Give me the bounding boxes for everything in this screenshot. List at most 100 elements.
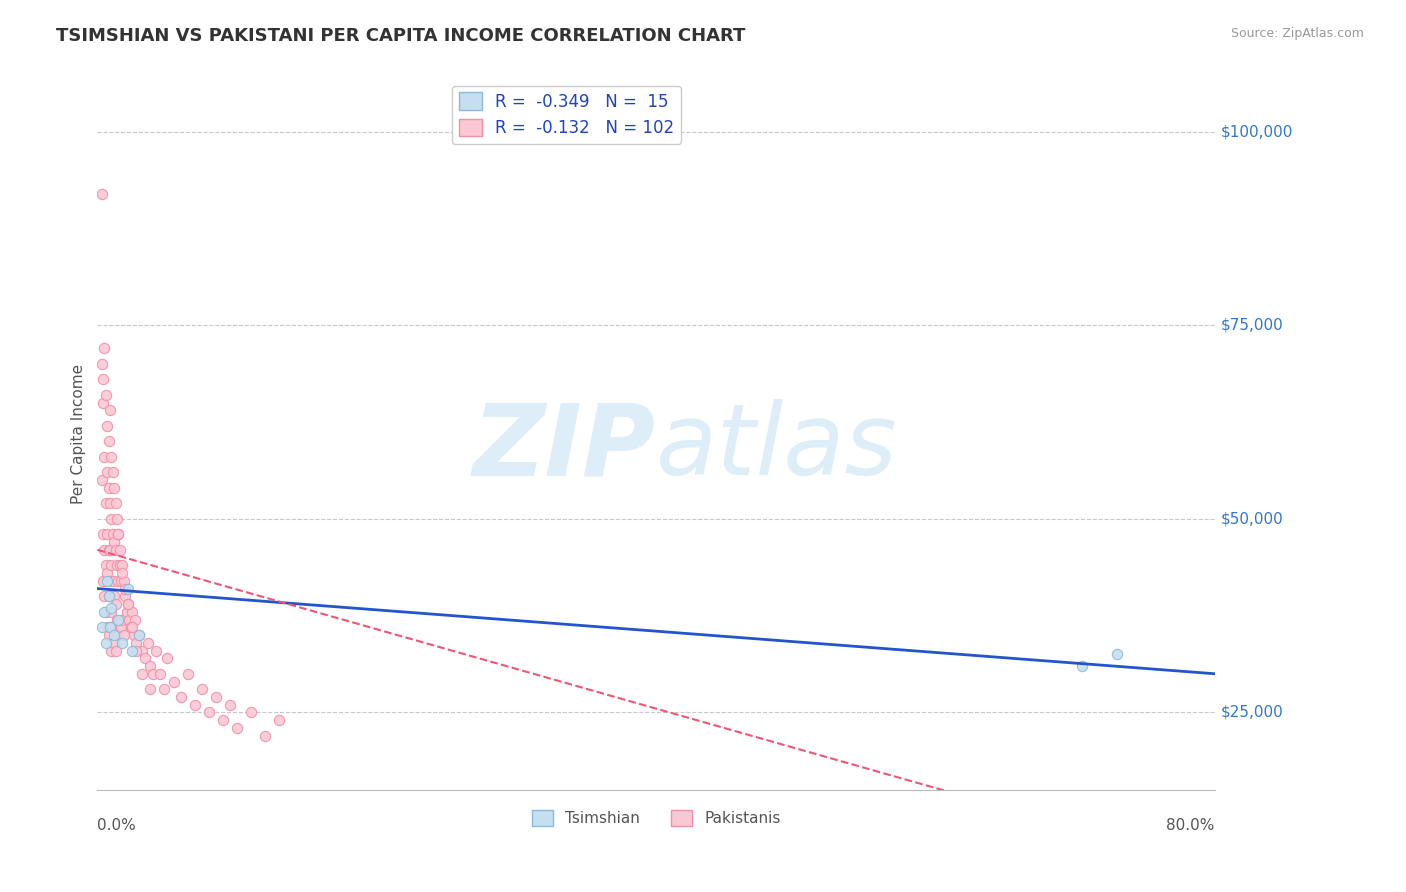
Point [94, 496, 117, 510]
Point [103, 628, 125, 642]
Point [98, 496, 121, 510]
Text: Source: ZipAtlas.com: Source: ZipAtlas.com [1230, 27, 1364, 40]
Point [115, 605, 138, 619]
Point [128, 628, 150, 642]
Point [124, 613, 146, 627]
Point [97, 590, 120, 604]
Point [101, 527, 124, 541]
Point [96, 574, 118, 588]
Point [94, 636, 117, 650]
Point [121, 620, 143, 634]
Point [153, 682, 176, 697]
Text: $25,000: $25,000 [1220, 705, 1284, 720]
Point [94, 605, 117, 619]
Point [240, 706, 263, 720]
Point [125, 643, 148, 657]
Point [108, 542, 131, 557]
Point [105, 512, 128, 526]
Text: 0.0%: 0.0% [97, 819, 136, 833]
Point [170, 690, 193, 704]
Point [112, 574, 135, 588]
Point [107, 613, 129, 627]
Point [97, 542, 120, 557]
Point [100, 450, 122, 464]
Point [134, 651, 156, 665]
Point [103, 535, 125, 549]
Point [156, 651, 179, 665]
Point [104, 542, 127, 557]
Point [91, 574, 114, 588]
Point [90, 186, 112, 201]
Point [98, 620, 121, 634]
Point [98, 403, 121, 417]
Y-axis label: Per Capita Income: Per Capita Income [72, 364, 86, 504]
Point [111, 636, 134, 650]
Point [100, 558, 122, 573]
Point [111, 613, 134, 627]
Point [93, 590, 115, 604]
Point [96, 620, 118, 634]
Point [114, 590, 136, 604]
Point [1105, 648, 1128, 662]
Point [117, 597, 139, 611]
Point [100, 512, 122, 526]
Point [108, 613, 131, 627]
Point [101, 466, 124, 480]
Point [93, 605, 115, 619]
Point [205, 690, 228, 704]
Point [90, 357, 112, 371]
Point [145, 643, 167, 657]
Point [94, 558, 117, 573]
Point [98, 620, 121, 634]
Text: $50,000: $50,000 [1220, 511, 1284, 526]
Point [128, 628, 150, 642]
Text: atlas: atlas [657, 400, 897, 497]
Point [100, 601, 122, 615]
Point [91, 395, 114, 409]
Point [96, 466, 118, 480]
Point [101, 574, 124, 588]
Point [112, 628, 135, 642]
Point [93, 450, 115, 464]
Point [139, 659, 162, 673]
Point [121, 643, 143, 657]
Point [104, 643, 127, 657]
Point [91, 527, 114, 541]
Point [110, 574, 132, 588]
Point [1071, 659, 1094, 673]
Point [107, 628, 129, 642]
Point [98, 542, 121, 557]
Point [98, 574, 121, 588]
Point [110, 620, 132, 634]
Text: $75,000: $75,000 [1220, 318, 1284, 333]
Point [253, 729, 276, 743]
Point [118, 613, 141, 627]
Point [96, 566, 118, 580]
Text: ZIP: ZIP [472, 400, 657, 497]
Point [104, 496, 127, 510]
Point [96, 419, 118, 434]
Point [93, 542, 115, 557]
Point [191, 682, 214, 697]
Point [184, 698, 207, 712]
Point [131, 643, 153, 657]
Point [198, 706, 221, 720]
Point [103, 481, 125, 495]
Point [108, 558, 131, 573]
Point [100, 643, 122, 657]
Point [120, 620, 142, 634]
Point [136, 636, 159, 650]
Point [104, 597, 127, 611]
Point [107, 527, 129, 541]
Point [93, 342, 115, 356]
Point [117, 582, 139, 596]
Point [105, 613, 128, 627]
Point [90, 473, 112, 487]
Point [103, 636, 125, 650]
Point [94, 388, 117, 402]
Point [105, 558, 128, 573]
Point [97, 481, 120, 495]
Point [131, 666, 153, 681]
Point [142, 666, 165, 681]
Point [219, 698, 242, 712]
